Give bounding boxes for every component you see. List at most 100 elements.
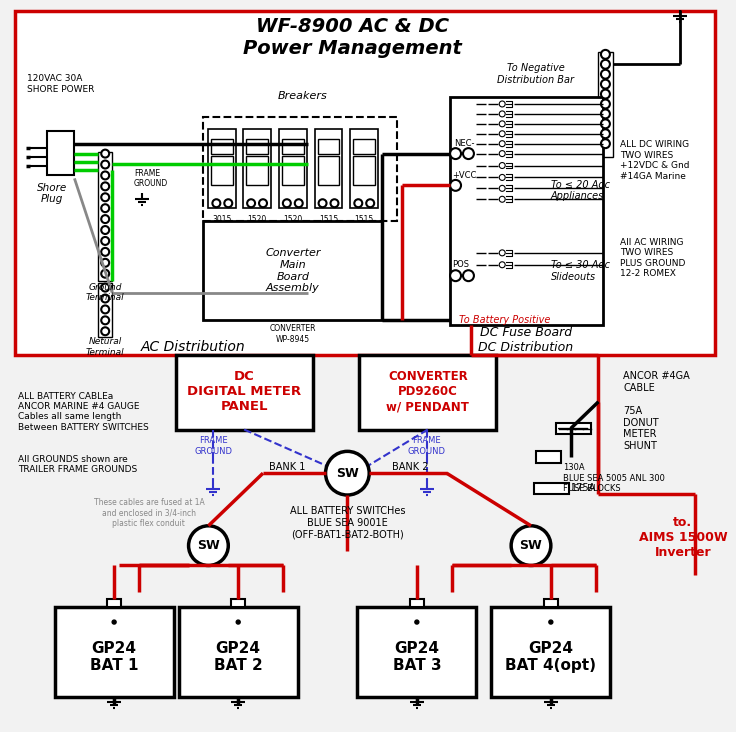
FancyBboxPatch shape: [15, 11, 715, 355]
Text: BANK 1: BANK 1: [269, 462, 305, 472]
Text: ALL DC WIRING
TWO WIRES
+12VDC & Gnd
#14GA Marine: ALL DC WIRING TWO WIRES +12VDC & Gnd #14…: [620, 141, 690, 181]
Text: All GROUNDS shown are
TRAILER FRAME GROUNDS: All GROUNDS shown are TRAILER FRAME GROU…: [18, 455, 137, 474]
FancyBboxPatch shape: [203, 221, 382, 321]
Circle shape: [102, 204, 109, 212]
Text: 1520: 1520: [283, 214, 302, 223]
Circle shape: [236, 620, 240, 624]
Circle shape: [102, 327, 109, 335]
Text: These cables are fused at 1A
and enclosed in 3/4-inch
plastic flex conduit: These cables are fused at 1A and enclose…: [93, 498, 205, 528]
Text: AC Distribution: AC Distribution: [141, 340, 246, 354]
Text: NEC-: NEC-: [455, 139, 475, 148]
Text: To Negative
Distribution Bar: To Negative Distribution Bar: [498, 64, 575, 85]
Circle shape: [499, 196, 505, 202]
Circle shape: [102, 269, 109, 277]
Circle shape: [102, 248, 109, 255]
Text: Breakers: Breakers: [278, 91, 328, 101]
FancyBboxPatch shape: [203, 117, 397, 221]
Text: 1520: 1520: [247, 214, 266, 223]
Circle shape: [325, 452, 369, 495]
FancyBboxPatch shape: [492, 607, 610, 697]
Circle shape: [450, 270, 461, 281]
Circle shape: [102, 226, 109, 234]
Circle shape: [102, 171, 109, 179]
Circle shape: [499, 131, 505, 137]
Circle shape: [511, 526, 551, 566]
Circle shape: [601, 50, 610, 59]
Circle shape: [601, 130, 610, 138]
FancyBboxPatch shape: [46, 131, 74, 176]
Circle shape: [499, 174, 505, 180]
Text: to.
AIMS 1500W
Inverter: to. AIMS 1500W Inverter: [639, 516, 727, 559]
Circle shape: [295, 199, 302, 207]
FancyBboxPatch shape: [536, 452, 561, 463]
Text: GP24
BAT 1: GP24 BAT 1: [90, 640, 138, 673]
Circle shape: [354, 199, 362, 207]
Text: 175A: 175A: [570, 483, 596, 493]
Circle shape: [102, 193, 109, 201]
FancyBboxPatch shape: [359, 355, 496, 430]
Text: To ≤ 20 Adc
Appliances: To ≤ 20 Adc Appliances: [551, 179, 610, 201]
Circle shape: [499, 101, 505, 107]
Circle shape: [499, 111, 505, 117]
FancyBboxPatch shape: [54, 607, 174, 697]
Circle shape: [499, 185, 505, 191]
Circle shape: [102, 182, 109, 190]
FancyBboxPatch shape: [107, 600, 121, 607]
Text: CONVERTER
WP-8945: CONVERTER WP-8945: [269, 324, 316, 344]
Circle shape: [450, 148, 461, 159]
Text: GP24
BAT 4(opt): GP24 BAT 4(opt): [506, 640, 596, 673]
Text: FRAME
GROUND: FRAME GROUND: [194, 436, 233, 456]
FancyBboxPatch shape: [357, 607, 476, 697]
Text: Ground
Terminal: Ground Terminal: [86, 283, 124, 302]
Circle shape: [601, 80, 610, 89]
FancyBboxPatch shape: [544, 600, 558, 607]
FancyBboxPatch shape: [243, 129, 271, 208]
Circle shape: [549, 620, 553, 624]
FancyBboxPatch shape: [410, 600, 424, 607]
Text: To Battery Positive: To Battery Positive: [459, 315, 550, 325]
Circle shape: [450, 180, 461, 191]
Circle shape: [499, 250, 505, 255]
Circle shape: [102, 305, 109, 313]
Text: SW: SW: [336, 467, 358, 479]
FancyBboxPatch shape: [176, 355, 313, 430]
Text: Shore
Plug: Shore Plug: [37, 182, 67, 204]
Text: POS: POS: [453, 261, 470, 269]
Text: 3015: 3015: [213, 214, 232, 223]
Text: 1515: 1515: [319, 214, 338, 223]
FancyBboxPatch shape: [318, 156, 339, 185]
Circle shape: [601, 110, 610, 119]
FancyBboxPatch shape: [211, 156, 233, 185]
Text: Converter
Main
Board
Assembly: Converter Main Board Assembly: [265, 248, 321, 293]
FancyBboxPatch shape: [246, 139, 268, 154]
Circle shape: [283, 199, 291, 207]
Text: FRAME
GROUND: FRAME GROUND: [134, 168, 169, 188]
Circle shape: [102, 149, 109, 157]
Text: SW: SW: [197, 539, 220, 552]
Text: FRAME
GROUND: FRAME GROUND: [408, 436, 446, 456]
Circle shape: [102, 259, 109, 266]
Circle shape: [330, 199, 339, 207]
Circle shape: [499, 141, 505, 146]
FancyBboxPatch shape: [279, 129, 307, 208]
Text: GP24
BAT 2: GP24 BAT 2: [214, 640, 263, 673]
Circle shape: [601, 139, 610, 148]
Text: DC Fuse Board
DC Distribution: DC Fuse Board DC Distribution: [478, 326, 573, 354]
Circle shape: [415, 620, 419, 624]
Circle shape: [319, 199, 327, 207]
Text: Netural
Terminal: Netural Terminal: [86, 337, 124, 356]
Text: To ≤ 30 Adc
Slideouts: To ≤ 30 Adc Slideouts: [551, 260, 610, 282]
Circle shape: [188, 526, 228, 566]
FancyBboxPatch shape: [211, 139, 233, 154]
Circle shape: [259, 199, 267, 207]
Circle shape: [499, 121, 505, 127]
Circle shape: [112, 620, 116, 624]
Circle shape: [367, 199, 374, 207]
Circle shape: [499, 163, 505, 168]
FancyBboxPatch shape: [282, 156, 304, 185]
Text: ALL BATTERY CABLEa
ANCOR MARINE #4 GAUGE
Cables all same length
Between BATTERY : ALL BATTERY CABLEa ANCOR MARINE #4 GAUGE…: [18, 392, 149, 432]
Circle shape: [499, 262, 505, 268]
Text: ANCOR #4GA
CABLE: ANCOR #4GA CABLE: [623, 371, 690, 392]
FancyBboxPatch shape: [282, 139, 304, 154]
Text: SW: SW: [520, 539, 542, 552]
